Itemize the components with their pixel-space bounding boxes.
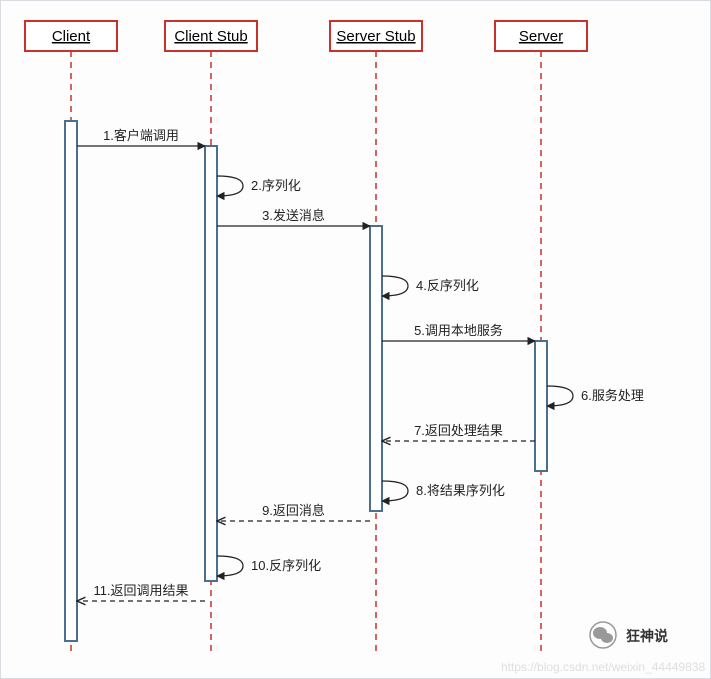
activation-server bbox=[535, 341, 547, 471]
watermark-text: https://blog.csdn.net/weixin_44449838 bbox=[501, 660, 705, 674]
msg-label-3: 3.发送消息 bbox=[262, 208, 325, 223]
msg-label-7: 7.返回处理结果 bbox=[414, 423, 503, 438]
msg-label-10: 10.反序列化 bbox=[251, 558, 321, 573]
msg-label-6: 6.服务处理 bbox=[581, 388, 644, 403]
msg-label-4: 4.反序列化 bbox=[416, 278, 479, 293]
self-msg-4 bbox=[382, 276, 408, 296]
msg-label-8: 8.将结果序列化 bbox=[416, 483, 505, 498]
wechat-icon bbox=[590, 622, 616, 648]
self-msg-10 bbox=[217, 556, 243, 576]
msg-label-9: 9.返回消息 bbox=[262, 503, 325, 518]
actor-label-server: Server bbox=[519, 28, 563, 45]
author-name: 狂神说 bbox=[626, 628, 668, 644]
activation-server_stub bbox=[370, 226, 382, 511]
msg-label-2: 2.序列化 bbox=[251, 178, 301, 193]
sequence-diagram-svg: Client Client Stub Server Stub Server 1.客户端… bbox=[1, 1, 711, 679]
activation-client bbox=[65, 121, 77, 641]
actor-label-server_stub: Server Stub bbox=[336, 28, 415, 45]
actor-label-client: Client bbox=[52, 28, 91, 45]
msg-label-5: 5.调用本地服务 bbox=[414, 323, 503, 338]
msg-label-1: 1.客户端调用 bbox=[103, 128, 179, 143]
self-msg-2 bbox=[217, 176, 243, 196]
self-msg-6 bbox=[547, 386, 573, 406]
actor-label-client_stub: Client Stub bbox=[174, 28, 247, 45]
activation-client_stub bbox=[205, 146, 217, 581]
self-msg-8 bbox=[382, 481, 408, 501]
diagram-frame: Client Client Stub Server Stub Server 1.客户端… bbox=[0, 0, 711, 679]
msg-label-11: 11.返回调用结果 bbox=[93, 583, 188, 598]
